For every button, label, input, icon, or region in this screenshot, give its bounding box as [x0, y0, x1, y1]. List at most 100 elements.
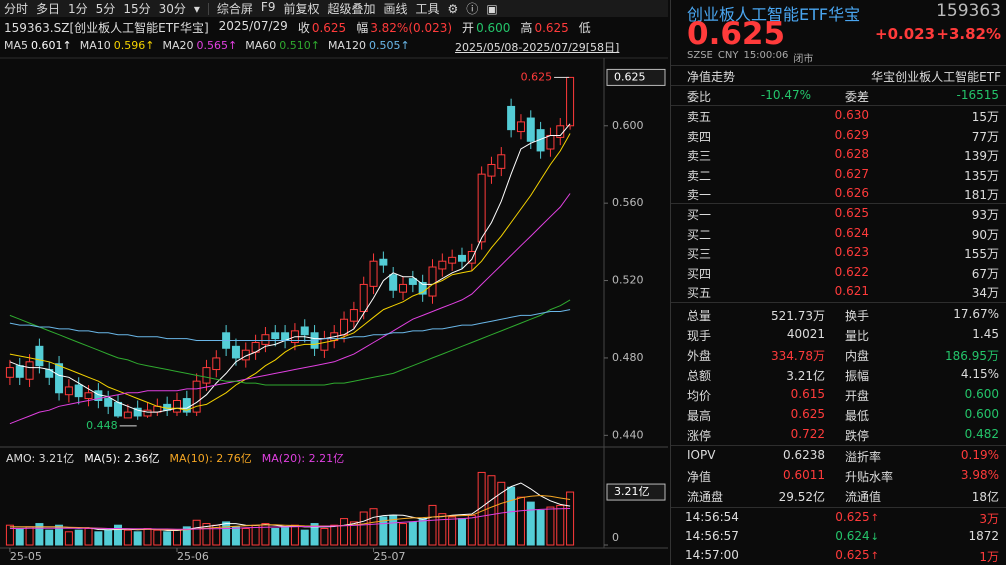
candle-body [408, 278, 417, 285]
stat-value: 521.73万 [771, 309, 825, 323]
volume-bar [418, 518, 427, 546]
last-price-marker [606, 68, 666, 86]
ma-name: MA20 [162, 39, 194, 52]
tool-button[interactable]: 画线 [383, 2, 408, 16]
period-tab[interactable]: 分时 [4, 2, 29, 16]
volume-bar [546, 506, 555, 546]
stat-value: 4.15% [960, 367, 999, 381]
ma-value: 0.601↑ [31, 39, 72, 52]
volume-bar [45, 529, 54, 546]
level-price: 0.622 [834, 264, 869, 279]
stat-label: 流通盘 [687, 490, 724, 504]
level-price: 0.625 [834, 206, 869, 220]
x-tick-label: 25-05 [10, 550, 42, 563]
date-range[interactable]: 2025/05/08-2025/07/29[58日] [455, 41, 620, 54]
volume-bar [349, 521, 358, 546]
candle-body [64, 386, 73, 396]
stat-label: 量比 [845, 329, 870, 343]
toolbar: 分时 多日 1分 5分 15分 30分 ▾ 综合屏 F9 前复权 超级叠加 画线 工具 ⚙ ⓘ ▣ [0, 0, 668, 17]
low-label: 0.448 [86, 419, 118, 432]
tool-button[interactable]: 前复权 [283, 2, 320, 16]
window-icon[interactable]: ▣ [486, 1, 498, 16]
level-volume: 34万 [971, 286, 999, 300]
candle-body [438, 260, 447, 270]
trade-volume: 1万 [979, 550, 999, 564]
stat-label: 升贴水率 [845, 470, 894, 484]
candle-body [133, 407, 142, 417]
volume-bar [330, 524, 339, 546]
candle-body [477, 173, 486, 243]
help-icon[interactable]: ⓘ [466, 2, 479, 16]
stat-value: 1.45 [972, 327, 999, 341]
volume-bar [172, 529, 181, 546]
stat-row: 现手 40021 量比 1.45 [671, 325, 1006, 344]
status-line: SZSE CNY 15:00:06 闭市 [687, 50, 813, 65]
candle-body [74, 384, 83, 398]
volume-ma-line [9, 508, 571, 530]
field-value: 0.600 [476, 21, 511, 35]
last-volume-label: 3.21亿 [614, 485, 650, 498]
trade-price: 0.625 [835, 548, 879, 562]
period-tab[interactable]: 30分 [158, 2, 186, 16]
stat-value: 0.600 [964, 387, 999, 401]
ma-name: MA60 [245, 39, 277, 52]
level-price: 0.630 [834, 108, 869, 122]
divider [671, 105, 1006, 106]
candle-body [516, 121, 525, 133]
level-volume: 155万 [964, 247, 999, 261]
divider [671, 65, 1006, 66]
volume-bar [133, 531, 142, 546]
volume-bar [5, 524, 14, 546]
status-time: 15:00:06 [743, 50, 789, 61]
tool-button[interactable]: F9 [260, 0, 276, 14]
period-tab[interactable]: 5分 [95, 2, 116, 16]
bids-level: 买五 0.621 34万 [671, 282, 1006, 301]
dropdown-icon[interactable]: ▾ [193, 1, 200, 16]
tool-button[interactable]: 超级叠加 [327, 2, 376, 16]
stat-row: 总额 3.21亿 振幅 4.15% [671, 365, 1006, 384]
volume-bar [507, 486, 516, 546]
candle-body [349, 309, 358, 322]
tool-button[interactable]: 综合屏 [216, 2, 253, 16]
trade-price: 0.624 [835, 529, 879, 543]
period-tab[interactable]: 1分 [68, 2, 88, 16]
tool-button[interactable]: 工具 [415, 2, 440, 16]
candle-body [182, 398, 191, 413]
nav-tab: 净值走势 [687, 70, 736, 84]
stat-value: 0.600 [964, 407, 999, 421]
asks-level: 卖四 0.629 77万 [671, 126, 1006, 145]
volume-bar [84, 528, 93, 546]
volume-bar [15, 528, 24, 546]
y-tick-label: 0.440 [612, 428, 644, 441]
settings-icon[interactable]: ⚙ [447, 1, 459, 16]
candle-body [261, 334, 270, 345]
volume-bar [408, 521, 417, 546]
period-tab[interactable]: 15分 [123, 2, 151, 16]
diff-value: -16515 [956, 88, 999, 102]
candle-body [15, 365, 24, 378]
info-field: 高 0.625 [520, 19, 568, 35]
last-price: 0.625 [687, 16, 786, 52]
candle-body [497, 154, 506, 169]
asks-level: 卖五 0.630 15万 [671, 106, 1006, 125]
ratio-value: -10.47% [760, 88, 811, 102]
date: 2025/07/29 [218, 19, 288, 33]
stat-value: 40021 [786, 327, 825, 341]
ma-value: 0.565↑ [196, 39, 238, 52]
volume-bar [182, 526, 191, 546]
period-tab[interactable]: 多日 [36, 2, 61, 16]
stat-value: 0.722 [790, 427, 825, 441]
candle-body [487, 163, 496, 177]
divider [671, 302, 1006, 303]
candle-body [192, 380, 201, 413]
level-volume: 77万 [971, 129, 999, 144]
nav-row: 净值走势 华宝创业板人工智能ETF [671, 66, 1006, 85]
level-price: 0.624 [834, 225, 869, 240]
volume-ma-line [9, 482, 571, 531]
candle-body [369, 260, 378, 287]
ma-line [9, 133, 571, 411]
trade-row: 14:56:57 0.624 1872 [671, 527, 1006, 546]
x-tick-label: 25-06 [177, 550, 209, 563]
field-value: 0.625 [311, 21, 347, 35]
